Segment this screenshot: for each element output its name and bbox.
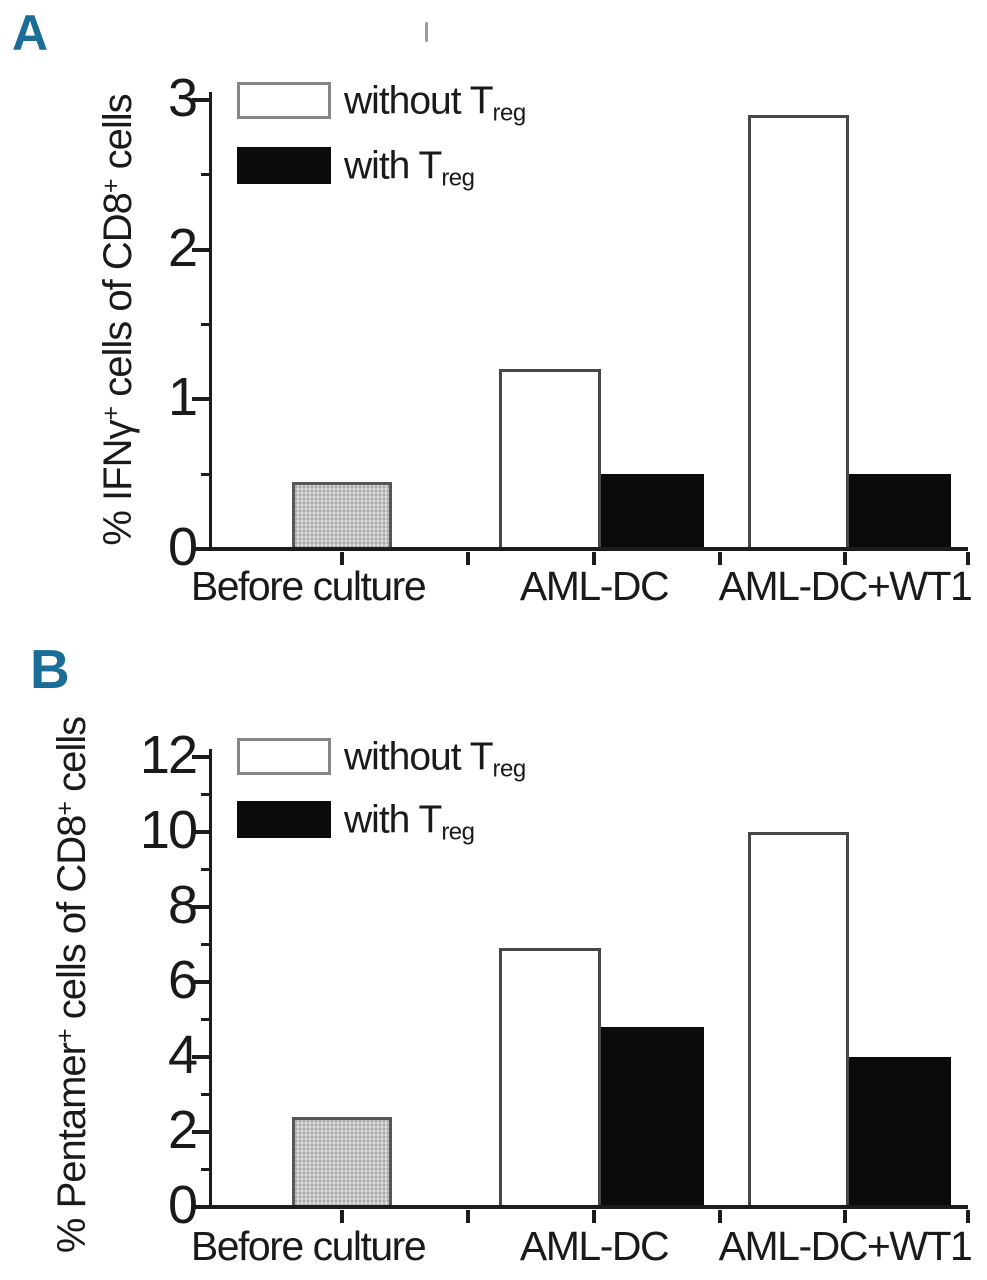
y-tick-label-a-3: 3	[167, 67, 198, 128]
y-axis-line-b	[209, 749, 212, 1209]
y-tick-label-b-4: 4	[167, 1024, 198, 1085]
y-tick-minor-a-2-5	[201, 173, 210, 177]
x-category-label-a-aml-dc: AML-DC	[519, 563, 670, 609]
y-tick-label-b-2: 2	[167, 1099, 198, 1160]
y-tick-major-b-8	[192, 905, 210, 909]
y-tick-label-b-8: 8	[167, 874, 198, 935]
x-tick-a-1	[466, 552, 470, 565]
y-axis-title-b: % Pentamer+ cells of CD8+ cells	[50, 716, 94, 1254]
y-axis-title-text: cells	[50, 716, 94, 803]
x-tick-b-0	[340, 1210, 344, 1223]
x-tick-a-4	[843, 552, 847, 565]
y-tick-label-b-6: 6	[167, 949, 198, 1010]
bar-a-aml-dc-with-treg	[601, 474, 704, 551]
x-tick-a-3	[718, 552, 722, 565]
legend-a-label-without-t-reg: without Treg	[344, 79, 526, 126]
bar-a-aml-dc-wt1-with-treg	[849, 474, 951, 551]
bar-a-aml-dc-without-treg	[499, 369, 601, 551]
y-tick-minor-a-1-5	[201, 323, 210, 326]
legend-a-swatch-with-t-reg	[237, 147, 331, 184]
y-axis-title-a: % IFNγ+ cells of CD8+ cells	[96, 94, 140, 546]
y-tick-minor-b-7	[201, 943, 210, 946]
x-category-label-a-before-culture: Before culture	[190, 563, 427, 609]
y-tick-label-b-0: 0	[167, 1174, 198, 1235]
x-category-label-b-aml-dc: AML-DC	[519, 1223, 670, 1269]
scan-artifact-mark	[425, 22, 428, 42]
y-tick-major-a-3	[192, 98, 210, 102]
x-tick-a-5	[966, 552, 970, 565]
bar-b-aml-dc-without-treg	[499, 948, 601, 1209]
y-tick-label-a-2: 2	[167, 217, 198, 278]
y-tick-major-b-12	[192, 755, 210, 759]
superscript-plus: +	[51, 1029, 79, 1043]
y-axis-line-a	[209, 92, 212, 551]
panel-label-a: A	[12, 5, 49, 61]
bar-b-before-culture-before-culture	[292, 1117, 392, 1209]
x-axis-line-b	[209, 1205, 968, 1209]
y-axis-title-text: cells of CD8	[96, 193, 140, 407]
bar-a-aml-dc-wt1-without-treg	[748, 114, 849, 551]
y-tick-label-a-1: 1	[167, 367, 198, 428]
x-tick-b-2	[592, 1210, 596, 1223]
y-tick-major-b-2	[192, 1130, 210, 1134]
y-tick-major-a-2	[192, 247, 210, 252]
x-axis-line-a	[209, 547, 968, 551]
legend-label-subscript: reg	[492, 755, 527, 783]
y-tick-major-b-4	[192, 1055, 210, 1059]
y-tick-major-b-10	[192, 830, 210, 834]
legend-label-main: with T	[344, 144, 442, 188]
bar-b-aml-dc-wt1-without-treg	[748, 832, 849, 1209]
legend-a-swatch-without-t-reg	[237, 82, 331, 119]
y-tick-minor-b-1	[201, 1168, 210, 1171]
x-tick-b-4	[843, 1210, 847, 1223]
legend-b-label-without-t-reg: without Treg	[344, 735, 526, 782]
legend-label-subscript: reg	[492, 99, 527, 127]
y-tick-minor-b-9	[201, 868, 210, 871]
y-axis-title-text: cells of CD8	[50, 815, 94, 1030]
x-tick-b-1	[466, 1210, 470, 1223]
superscript-plus: +	[97, 406, 125, 421]
y-tick-minor-b-11	[201, 793, 210, 796]
legend-label-subscript: reg	[441, 164, 475, 192]
superscript-plus: +	[97, 179, 125, 194]
y-axis-title-text: % IFNγ	[96, 420, 140, 546]
x-category-label-a-aml-dc-wt1: AML-DC+WT1	[718, 563, 973, 609]
x-category-label-b-aml-dc-wt1: AML-DC+WT1	[718, 1223, 973, 1269]
x-tick-b-3	[718, 1210, 722, 1223]
legend-b-swatch-without-t-reg	[237, 738, 331, 775]
y-tick-major-a-1	[192, 397, 210, 402]
legend-a-label-with-t-reg: with Treg	[344, 144, 475, 191]
legend-b-label-with-t-reg: with Treg	[344, 798, 475, 845]
y-tick-label-a-0: 0	[167, 516, 198, 577]
legend-b-swatch-with-t-reg	[237, 801, 331, 838]
legend-label-main: without T	[344, 735, 494, 779]
y-tick-minor-b-3	[201, 1093, 210, 1096]
y-tick-major-b-6	[192, 980, 210, 984]
x-tick-a-2	[592, 552, 596, 565]
bar-a-before-culture-before-culture	[292, 481, 392, 551]
x-tick-a-0	[340, 552, 344, 565]
panel-label-b: B	[30, 638, 70, 700]
y-axis-title-text: % Pentamer	[50, 1043, 94, 1254]
y-tick-major-b-0	[192, 1205, 210, 1209]
bar-b-aml-dc-with-treg	[601, 1027, 704, 1209]
superscript-plus: +	[51, 802, 79, 816]
x-category-label-b-before-culture: Before culture	[190, 1223, 427, 1269]
y-tick-major-a-0	[192, 547, 210, 551]
y-tick-label-b-12: 12	[139, 724, 198, 785]
x-tick-b-5	[966, 1210, 970, 1223]
y-axis-title-text: cells	[96, 94, 140, 180]
y-tick-minor-b-5	[201, 1018, 210, 1021]
y-tick-minor-a-0-5	[201, 472, 210, 476]
legend-label-subscript: reg	[441, 818, 475, 846]
y-tick-label-b-10: 10	[139, 799, 198, 860]
legend-label-main: without T	[344, 79, 494, 123]
bar-b-aml-dc-wt1-with-treg	[849, 1057, 951, 1209]
legend-label-main: with T	[344, 798, 442, 842]
